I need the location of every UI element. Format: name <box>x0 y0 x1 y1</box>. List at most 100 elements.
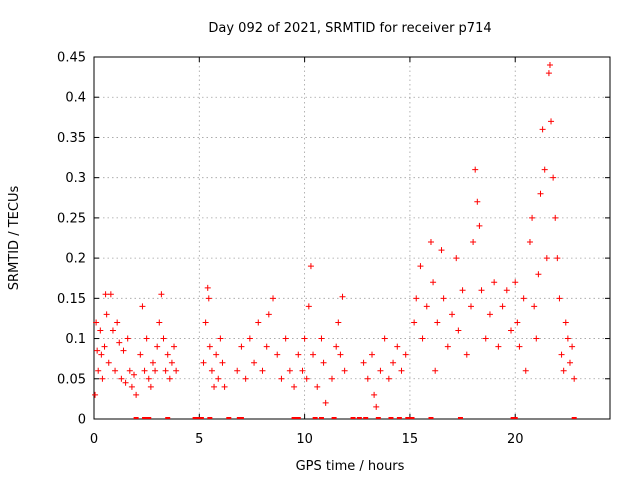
data-point <box>128 383 135 390</box>
data-point <box>322 399 329 406</box>
data-point <box>453 255 460 262</box>
y-tick-label: 0.35 <box>57 131 86 146</box>
data-point <box>514 319 521 326</box>
data-point <box>556 295 563 302</box>
data-point <box>259 367 266 374</box>
data-point <box>286 367 293 374</box>
data-point <box>97 327 104 334</box>
data-point <box>438 247 445 254</box>
data-point <box>217 335 224 342</box>
data-point <box>246 335 253 342</box>
data-point <box>112 367 119 374</box>
data-point <box>221 383 228 390</box>
data-point <box>156 319 163 326</box>
data-point <box>141 367 148 374</box>
x-axis-label: GPS time / hours <box>296 459 405 474</box>
data-point <box>440 295 447 302</box>
y-tick-label: 0.05 <box>57 372 86 387</box>
data-point <box>162 367 169 374</box>
y-tick-label: 0.4 <box>65 91 86 106</box>
data-point <box>310 351 317 358</box>
data-point <box>251 359 258 366</box>
data-point <box>202 319 209 326</box>
data-point <box>328 375 335 382</box>
data-point <box>263 343 270 350</box>
data-point <box>116 339 123 346</box>
data-point <box>546 62 553 69</box>
data-point <box>98 351 105 358</box>
x-tick-label: 20 <box>507 432 524 447</box>
data-point <box>360 359 367 366</box>
data-point <box>137 351 144 358</box>
data-point <box>211 383 218 390</box>
data-point <box>255 319 262 326</box>
data-point <box>430 279 437 286</box>
data-point <box>118 375 125 382</box>
data-point <box>109 327 116 334</box>
data-point <box>467 303 474 310</box>
data-point <box>213 351 220 358</box>
data-point <box>171 343 178 350</box>
data-point <box>394 343 401 350</box>
data-point <box>499 303 506 310</box>
data-point <box>205 295 212 302</box>
data-point <box>107 291 114 298</box>
data-point <box>200 359 207 366</box>
y-axis-label: SRMTID / TECUs <box>7 186 22 291</box>
data-point <box>539 126 546 133</box>
data-point <box>533 335 540 342</box>
data-point <box>554 255 561 262</box>
data-point <box>569 343 576 350</box>
data-point <box>495 343 502 350</box>
data-point <box>126 367 133 374</box>
data-point <box>562 319 569 326</box>
data-point <box>482 335 489 342</box>
data-point <box>545 70 552 77</box>
data-point <box>413 295 420 302</box>
data-point <box>270 295 277 302</box>
data-point <box>173 367 180 374</box>
data-point <box>295 351 302 358</box>
data-point <box>339 293 346 300</box>
data-point <box>459 287 466 294</box>
data-point <box>274 351 281 358</box>
data-point <box>486 311 493 318</box>
data-point <box>385 375 392 382</box>
y-tick-label: 0.15 <box>57 292 86 307</box>
data-point <box>463 351 470 358</box>
data-point <box>444 343 451 350</box>
data-point <box>152 367 159 374</box>
data-point <box>238 343 245 350</box>
data-point <box>95 367 102 374</box>
data-point <box>478 287 485 294</box>
data-point <box>520 295 527 302</box>
data-point <box>564 335 571 342</box>
data-point <box>335 319 342 326</box>
data-point <box>265 311 272 318</box>
x-tick-label: 0 <box>90 432 98 447</box>
data-point <box>160 335 167 342</box>
data-point <box>164 351 171 358</box>
data-point <box>215 375 222 382</box>
data-point <box>535 271 542 278</box>
axis-ticks <box>93 56 610 420</box>
data-point <box>512 279 519 286</box>
data-point <box>526 239 533 246</box>
data-point <box>390 359 397 366</box>
data-point <box>541 166 548 173</box>
data-point <box>423 303 430 310</box>
data-point <box>341 367 348 374</box>
data-point <box>122 379 129 386</box>
data-point <box>558 351 565 358</box>
data-point <box>320 359 327 366</box>
data-point <box>282 335 289 342</box>
data-point <box>381 335 388 342</box>
data-point <box>143 335 150 342</box>
data-point <box>147 383 154 390</box>
data-point <box>318 335 325 342</box>
data-point <box>124 335 131 342</box>
data-point <box>571 375 578 382</box>
data-point <box>449 311 456 318</box>
data-point <box>299 367 306 374</box>
data-point <box>377 367 384 374</box>
